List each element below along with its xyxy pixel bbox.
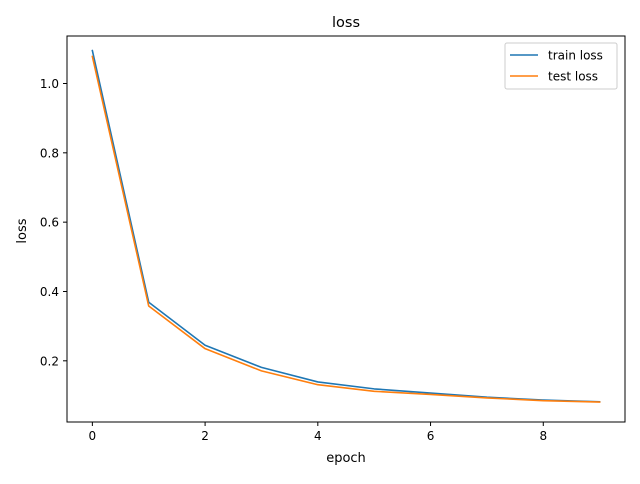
plot-area-frame [66, 35, 626, 423]
series-lines [91, 49, 601, 403]
x-axis-label: epoch [326, 451, 366, 466]
y-axis-ticks: 0.2 0.4 0.6 0.8 1.0 [40, 77, 67, 368]
x-tick-label: 8 [539, 429, 547, 443]
x-tick-label: 4 [314, 429, 322, 443]
y-tick-label: 1.0 [40, 77, 59, 91]
y-tick-label: 0.2 [40, 354, 59, 368]
y-tick-label: 0.8 [40, 146, 59, 160]
chart-title: loss [332, 15, 360, 31]
y-axis-label: loss [15, 218, 30, 243]
x-tick-label: 0 [89, 429, 97, 443]
x-axis-ticks: 0 2 4 6 8 [89, 422, 547, 443]
x-tick-label: 6 [427, 429, 435, 443]
x-tick-label: 2 [201, 429, 209, 443]
y-tick-label: 0.6 [40, 216, 59, 230]
legend-label: train loss [548, 49, 603, 63]
series-line-test-loss [91, 55, 601, 403]
y-tick-label: 0.4 [40, 285, 59, 299]
legend: train loss test loss [504, 42, 618, 90]
legend-label: test loss [548, 70, 598, 84]
